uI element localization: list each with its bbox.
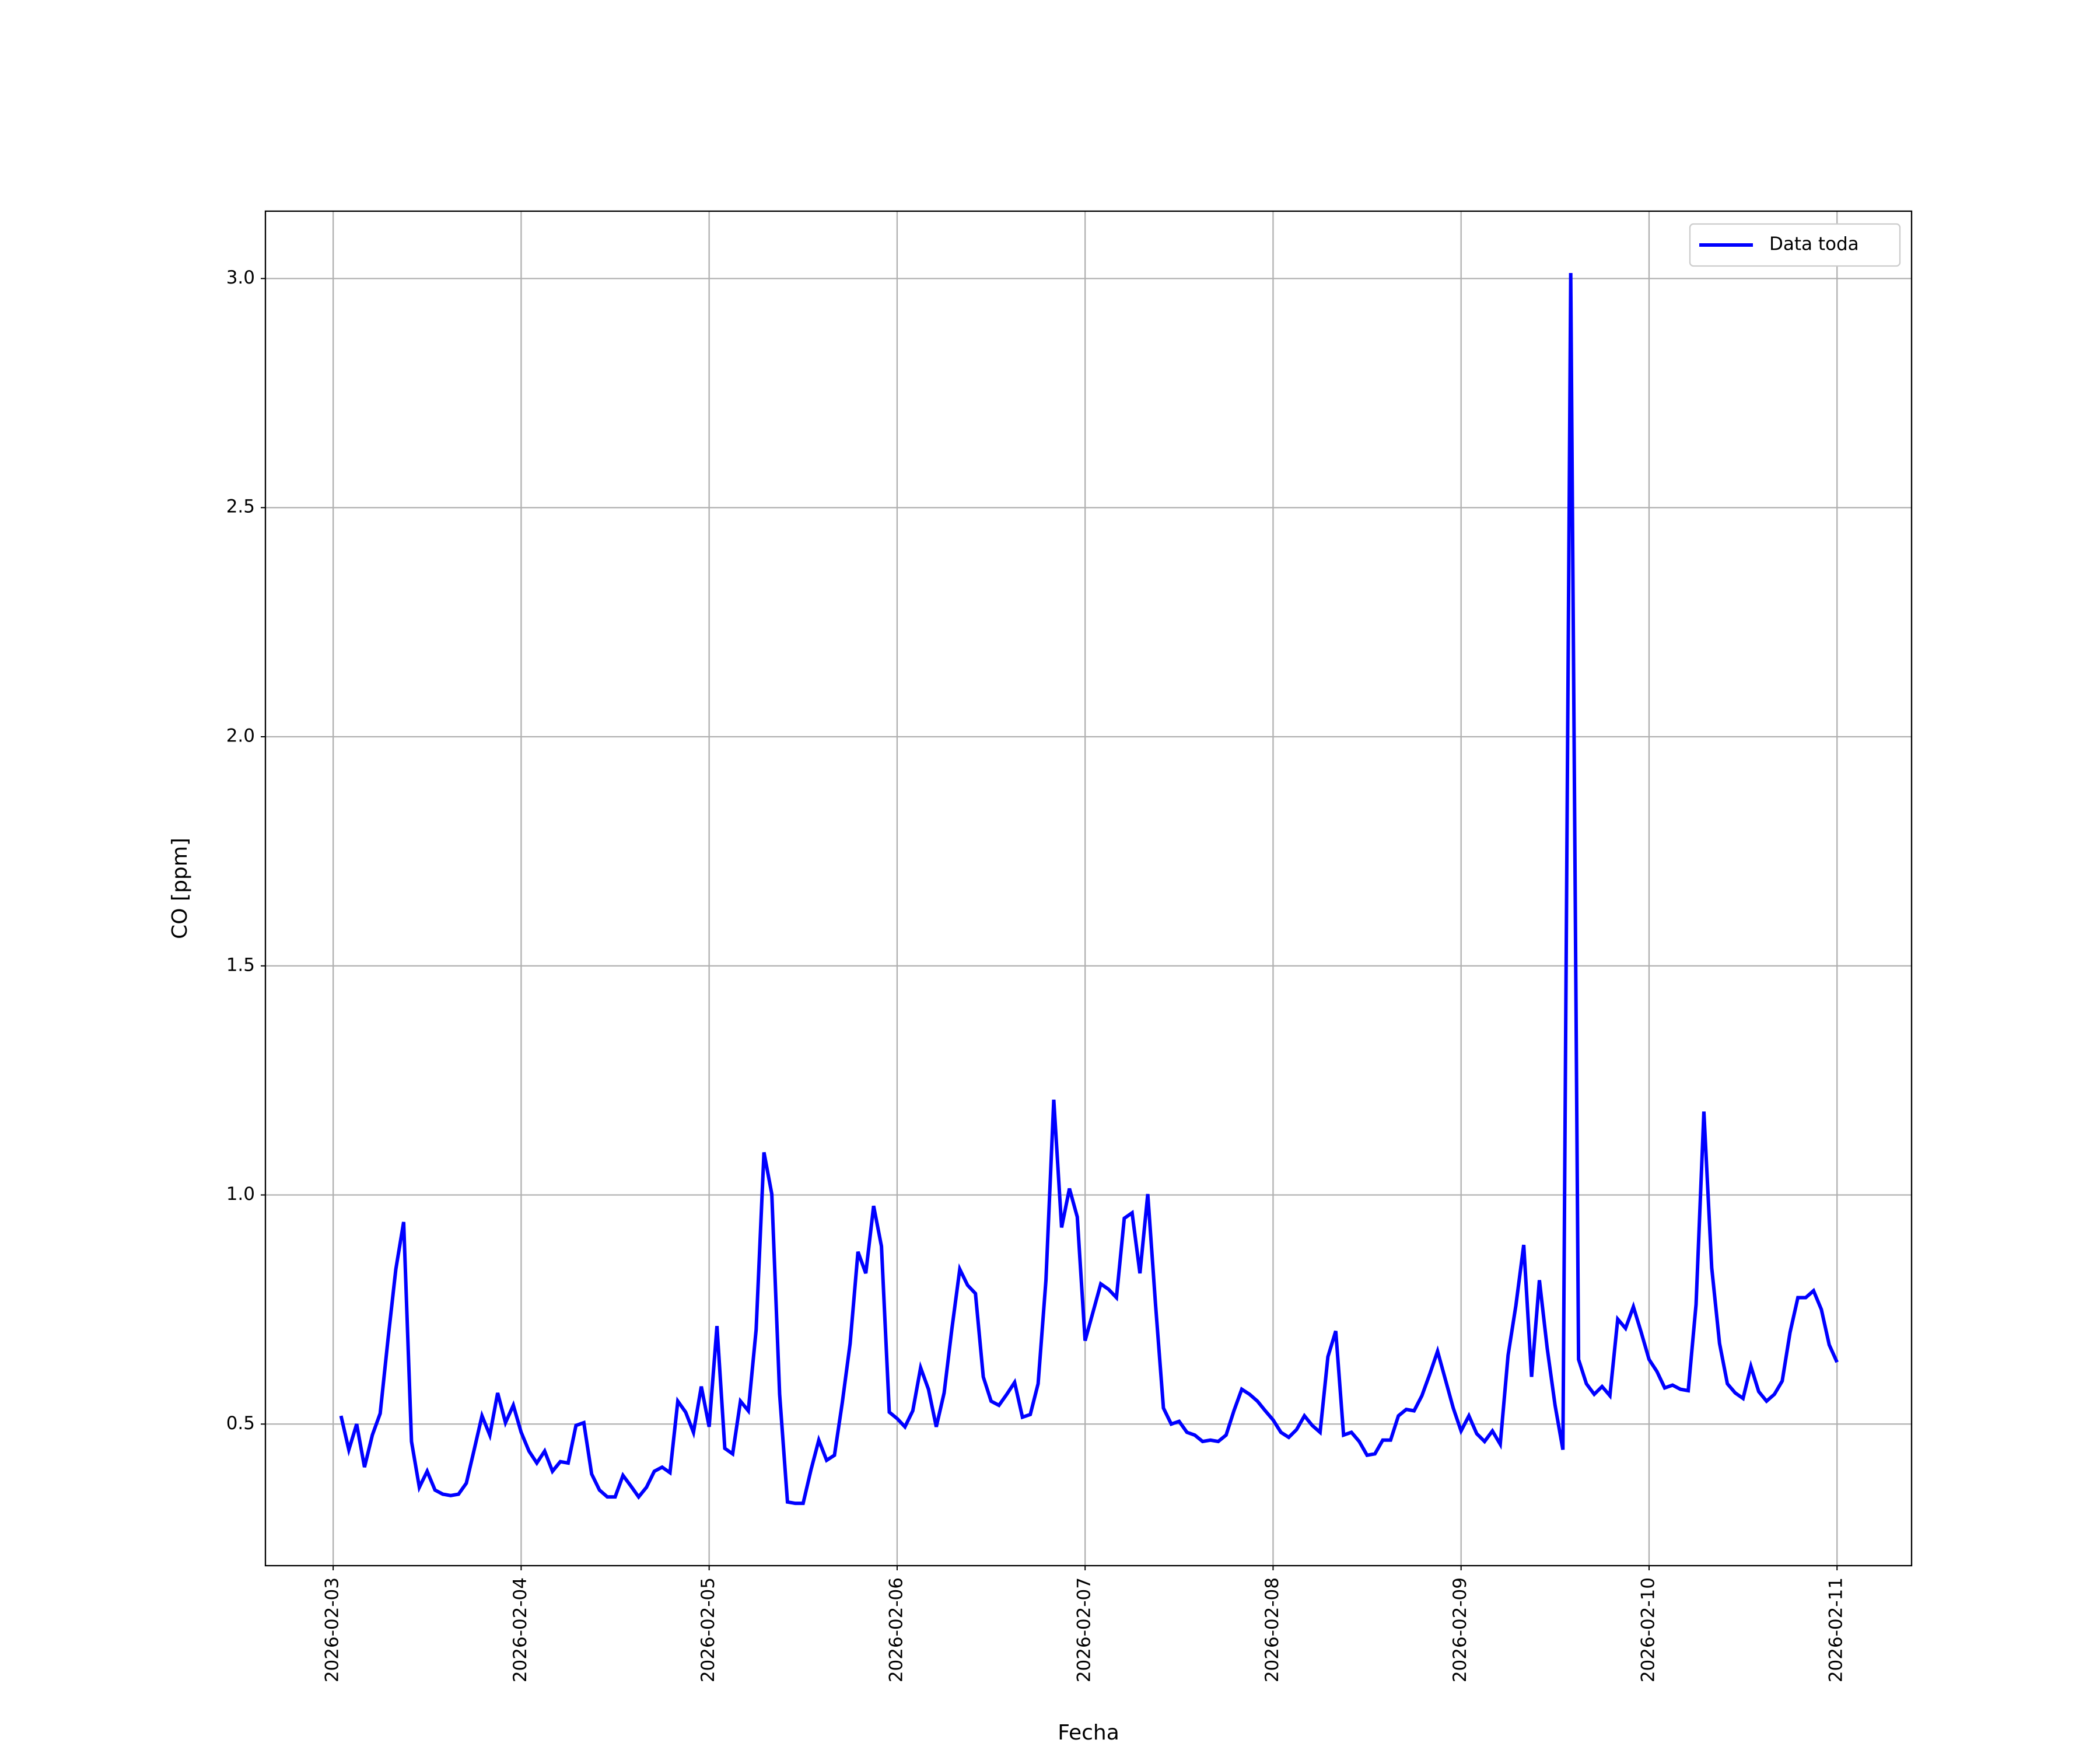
y-tick-label: 2.0 [226, 725, 255, 746]
y-tick-label: 1.0 [226, 1184, 255, 1205]
plot-frame [264, 210, 1913, 1567]
y-tick-label: 2.5 [226, 496, 255, 517]
y-tick-label: 1.5 [226, 954, 255, 975]
x-tick-label: 2026-02-10 [1637, 1577, 1658, 1682]
x-tick-label: 2026-02-05 [698, 1577, 719, 1682]
y-axis-label: CO [ppm] [168, 838, 192, 939]
x-tick-label: 2026-02-04 [510, 1577, 531, 1682]
x-tick-label: 2026-02-11 [1826, 1577, 1847, 1682]
x-tick-label: 2026-02-06 [886, 1577, 907, 1682]
x-axis-label: Fecha [1058, 1721, 1119, 1745]
legend-box [1689, 223, 1901, 267]
x-tick-label: 2026-02-08 [1262, 1577, 1283, 1682]
x-tick-label: 2026-02-03 [322, 1577, 343, 1682]
data-line [339, 273, 1839, 1506]
legend-label: Data toda [1769, 234, 1859, 255]
x-tick-label: 2026-02-09 [1450, 1577, 1471, 1682]
y-tick-label: 0.5 [226, 1413, 255, 1434]
x-tick-label: 2026-02-07 [1074, 1577, 1095, 1682]
y-tick-label: 3.0 [226, 267, 255, 288]
